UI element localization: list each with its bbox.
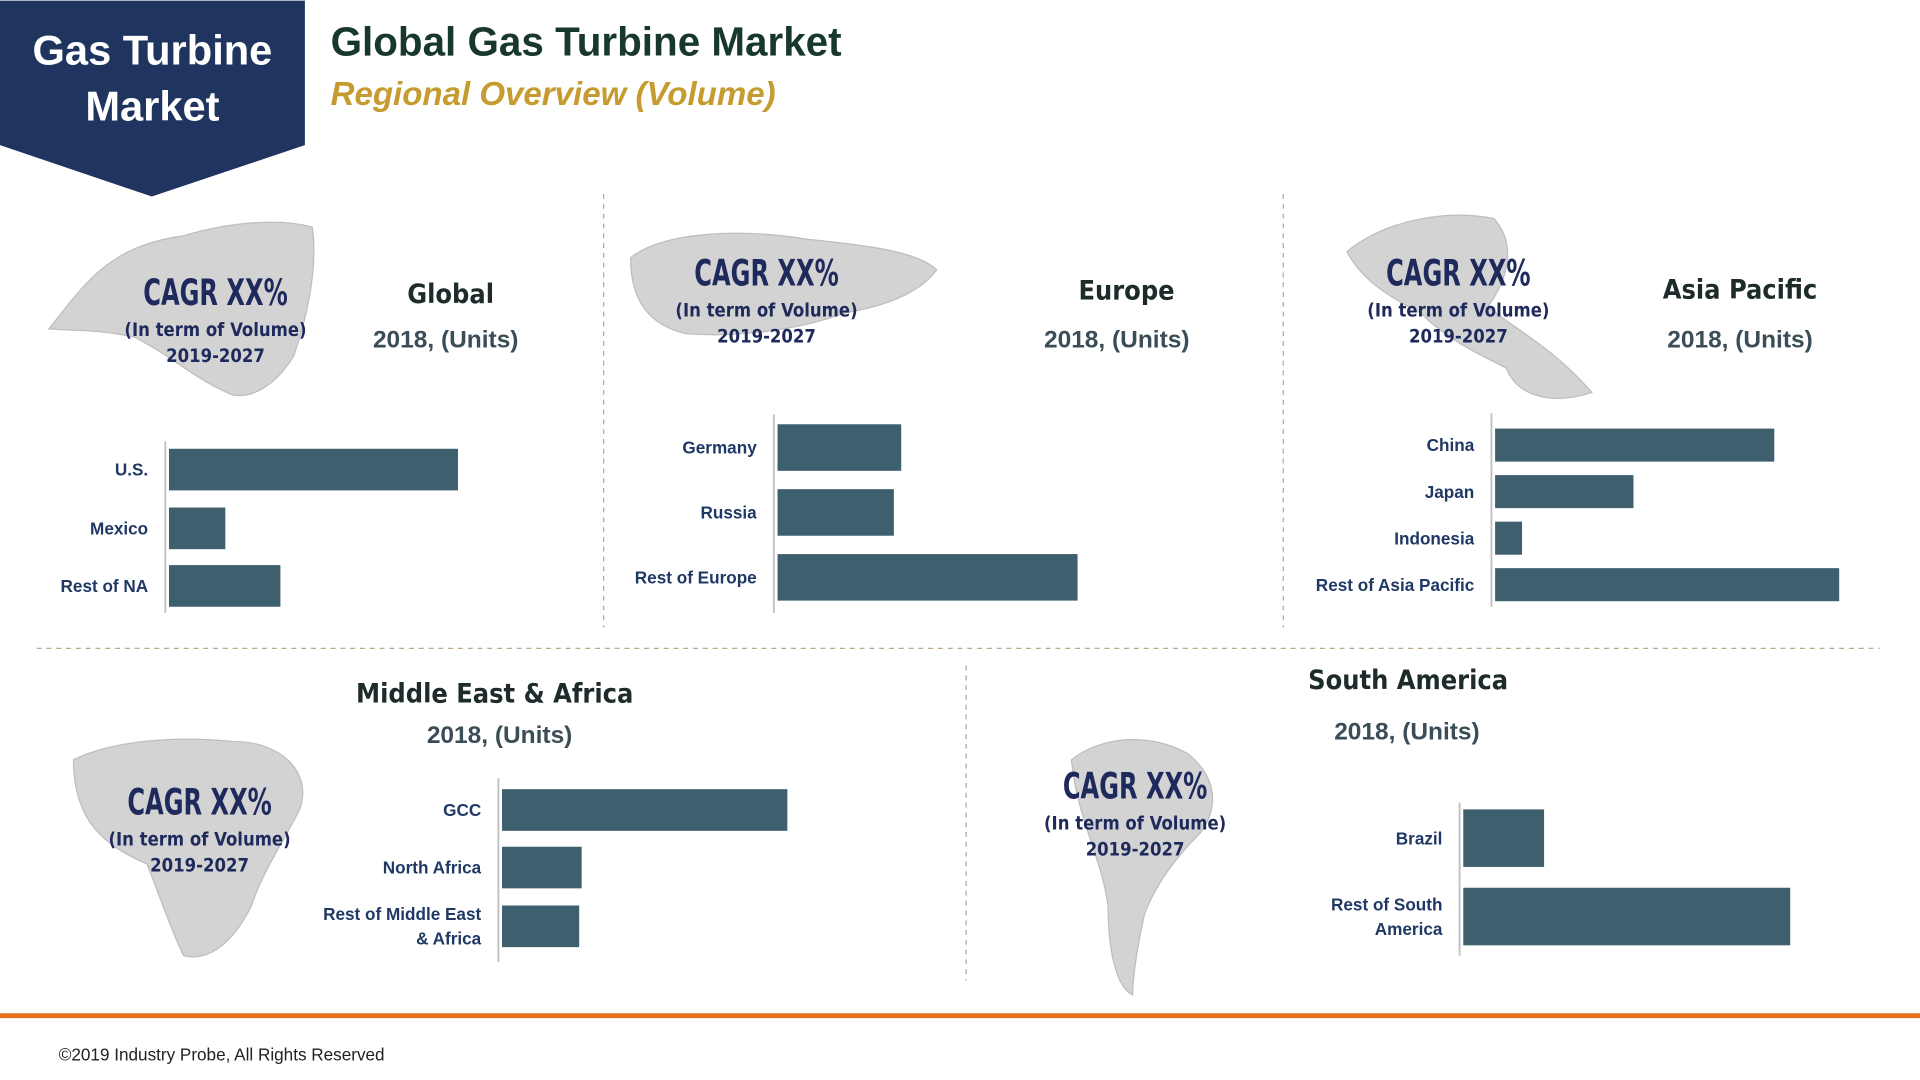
cagr-annotation: (In term of Volume) [1367, 301, 1549, 322]
cagr-annotation: CAGR XX% [1063, 764, 1207, 807]
bar [1495, 428, 1775, 462]
badge-shape [0, 0, 305, 197]
category-label: Rest of Middle East & Africa [323, 904, 482, 949]
map-south-america [1070, 739, 1214, 996]
bar [777, 489, 894, 536]
bar [1495, 521, 1523, 555]
cagr-annotation: (In term of Volume) [675, 301, 857, 322]
chart-title: Asia Pacific [1663, 274, 1818, 305]
chart-title: South America [1308, 665, 1508, 696]
category-label: Indonesia [1394, 528, 1475, 548]
category-label: U.S. [114, 459, 149, 480]
chart-title: Europe [1078, 276, 1174, 307]
cagr-annotation: 2019-2027 [1409, 326, 1508, 347]
bar [502, 905, 580, 948]
category-label-box: Rest of Asia Pacific [1315, 574, 1475, 595]
chart-subtitle: 2018, (Units) [1667, 326, 1813, 353]
category-label: Russia [700, 502, 757, 523]
category-label-box: Indonesia [1394, 528, 1475, 548]
bar [168, 507, 226, 550]
bar [168, 448, 458, 491]
chart-title: Middle East & Africa [356, 678, 633, 709]
category-label: Rest of Asia Pacific [1315, 574, 1475, 595]
badge: Gas Turbine Market [32, 27, 273, 131]
category-label: Brazil [1395, 828, 1443, 848]
page-title: Global Gas Turbine Market [331, 18, 842, 64]
cagr-annotation: (In term of Volume) [124, 320, 306, 341]
category-label-box: Russia [700, 502, 757, 523]
map-asia-pacific [1346, 214, 1593, 399]
cagr-annotation: (In term of Volume) [108, 830, 290, 851]
category-label-box: Rest of Middle East & Africa [323, 904, 482, 949]
category-label: Rest of South America [1331, 894, 1443, 939]
bar [777, 554, 1078, 601]
bar [777, 424, 902, 471]
category-label: Rest of NA [60, 576, 149, 596]
bar [502, 846, 582, 889]
category-label: Rest of Europe [634, 567, 757, 588]
category-label: Mexico [90, 518, 149, 539]
category-label-box: Japan [1424, 481, 1475, 502]
category-label: Germany [682, 437, 757, 458]
category-label-box: GCC [443, 800, 482, 820]
cagr-annotation: 2019-2027 [717, 326, 816, 347]
chart-subtitle: 2018, (Units) [1044, 326, 1190, 353]
category-label-box: Germany [682, 437, 757, 458]
map-europe [629, 232, 938, 336]
category-label-box: U.S. [114, 459, 149, 480]
maps [47, 214, 1593, 996]
cagr-annotation: CAGR XX% [1386, 251, 1530, 294]
category-label-box: Rest of NA [60, 576, 149, 596]
category-label: Japan [1424, 481, 1475, 502]
category-label-box: Rest of Europe [634, 567, 757, 588]
category-label-box: Mexico [90, 518, 149, 539]
chart-subtitle: 2018, (Units) [373, 326, 518, 353]
category-label: North Africa [382, 857, 482, 878]
chart-title: Global [407, 279, 494, 310]
bar [1463, 887, 1791, 946]
footer: ©2019 Industry Probe, All Rights Reserve… [59, 1045, 385, 1065]
cagr-annotation: CAGR XX% [127, 780, 271, 823]
map-north-america [47, 221, 315, 397]
bar [168, 565, 281, 607]
bar [1463, 809, 1545, 867]
bar [1495, 568, 1840, 602]
category-label: GCC [443, 800, 482, 820]
category-label-box: China [1426, 435, 1475, 455]
dividers [36, 194, 1880, 981]
bar [1495, 475, 1634, 509]
category-label-box: Rest of South America [1331, 894, 1443, 939]
category-label-box: Brazil [1395, 828, 1443, 848]
cagr-annotation: 2019-2027 [166, 346, 265, 367]
map-middle-east-africa [72, 738, 304, 958]
cagr-annotation: CAGR XX% [694, 251, 838, 294]
bar [502, 789, 788, 831]
badge-box: Gas Turbine Market [32, 27, 273, 131]
category-label-box: North Africa [382, 857, 482, 878]
category-label: China [1426, 435, 1475, 455]
chart-subtitle: 2018, (Units) [1334, 718, 1479, 745]
cagr-annotation: CAGR XX% [143, 271, 287, 314]
cagr-annotation: 2019-2027 [1086, 839, 1185, 860]
chart-subtitle: 2018, (Units) [427, 722, 573, 749]
cagr-annotation: (In term of Volume) [1044, 814, 1226, 835]
cagr-annotation: 2019-2027 [150, 855, 249, 876]
page-subtitle: Regional Overview (Volume) [331, 76, 776, 113]
